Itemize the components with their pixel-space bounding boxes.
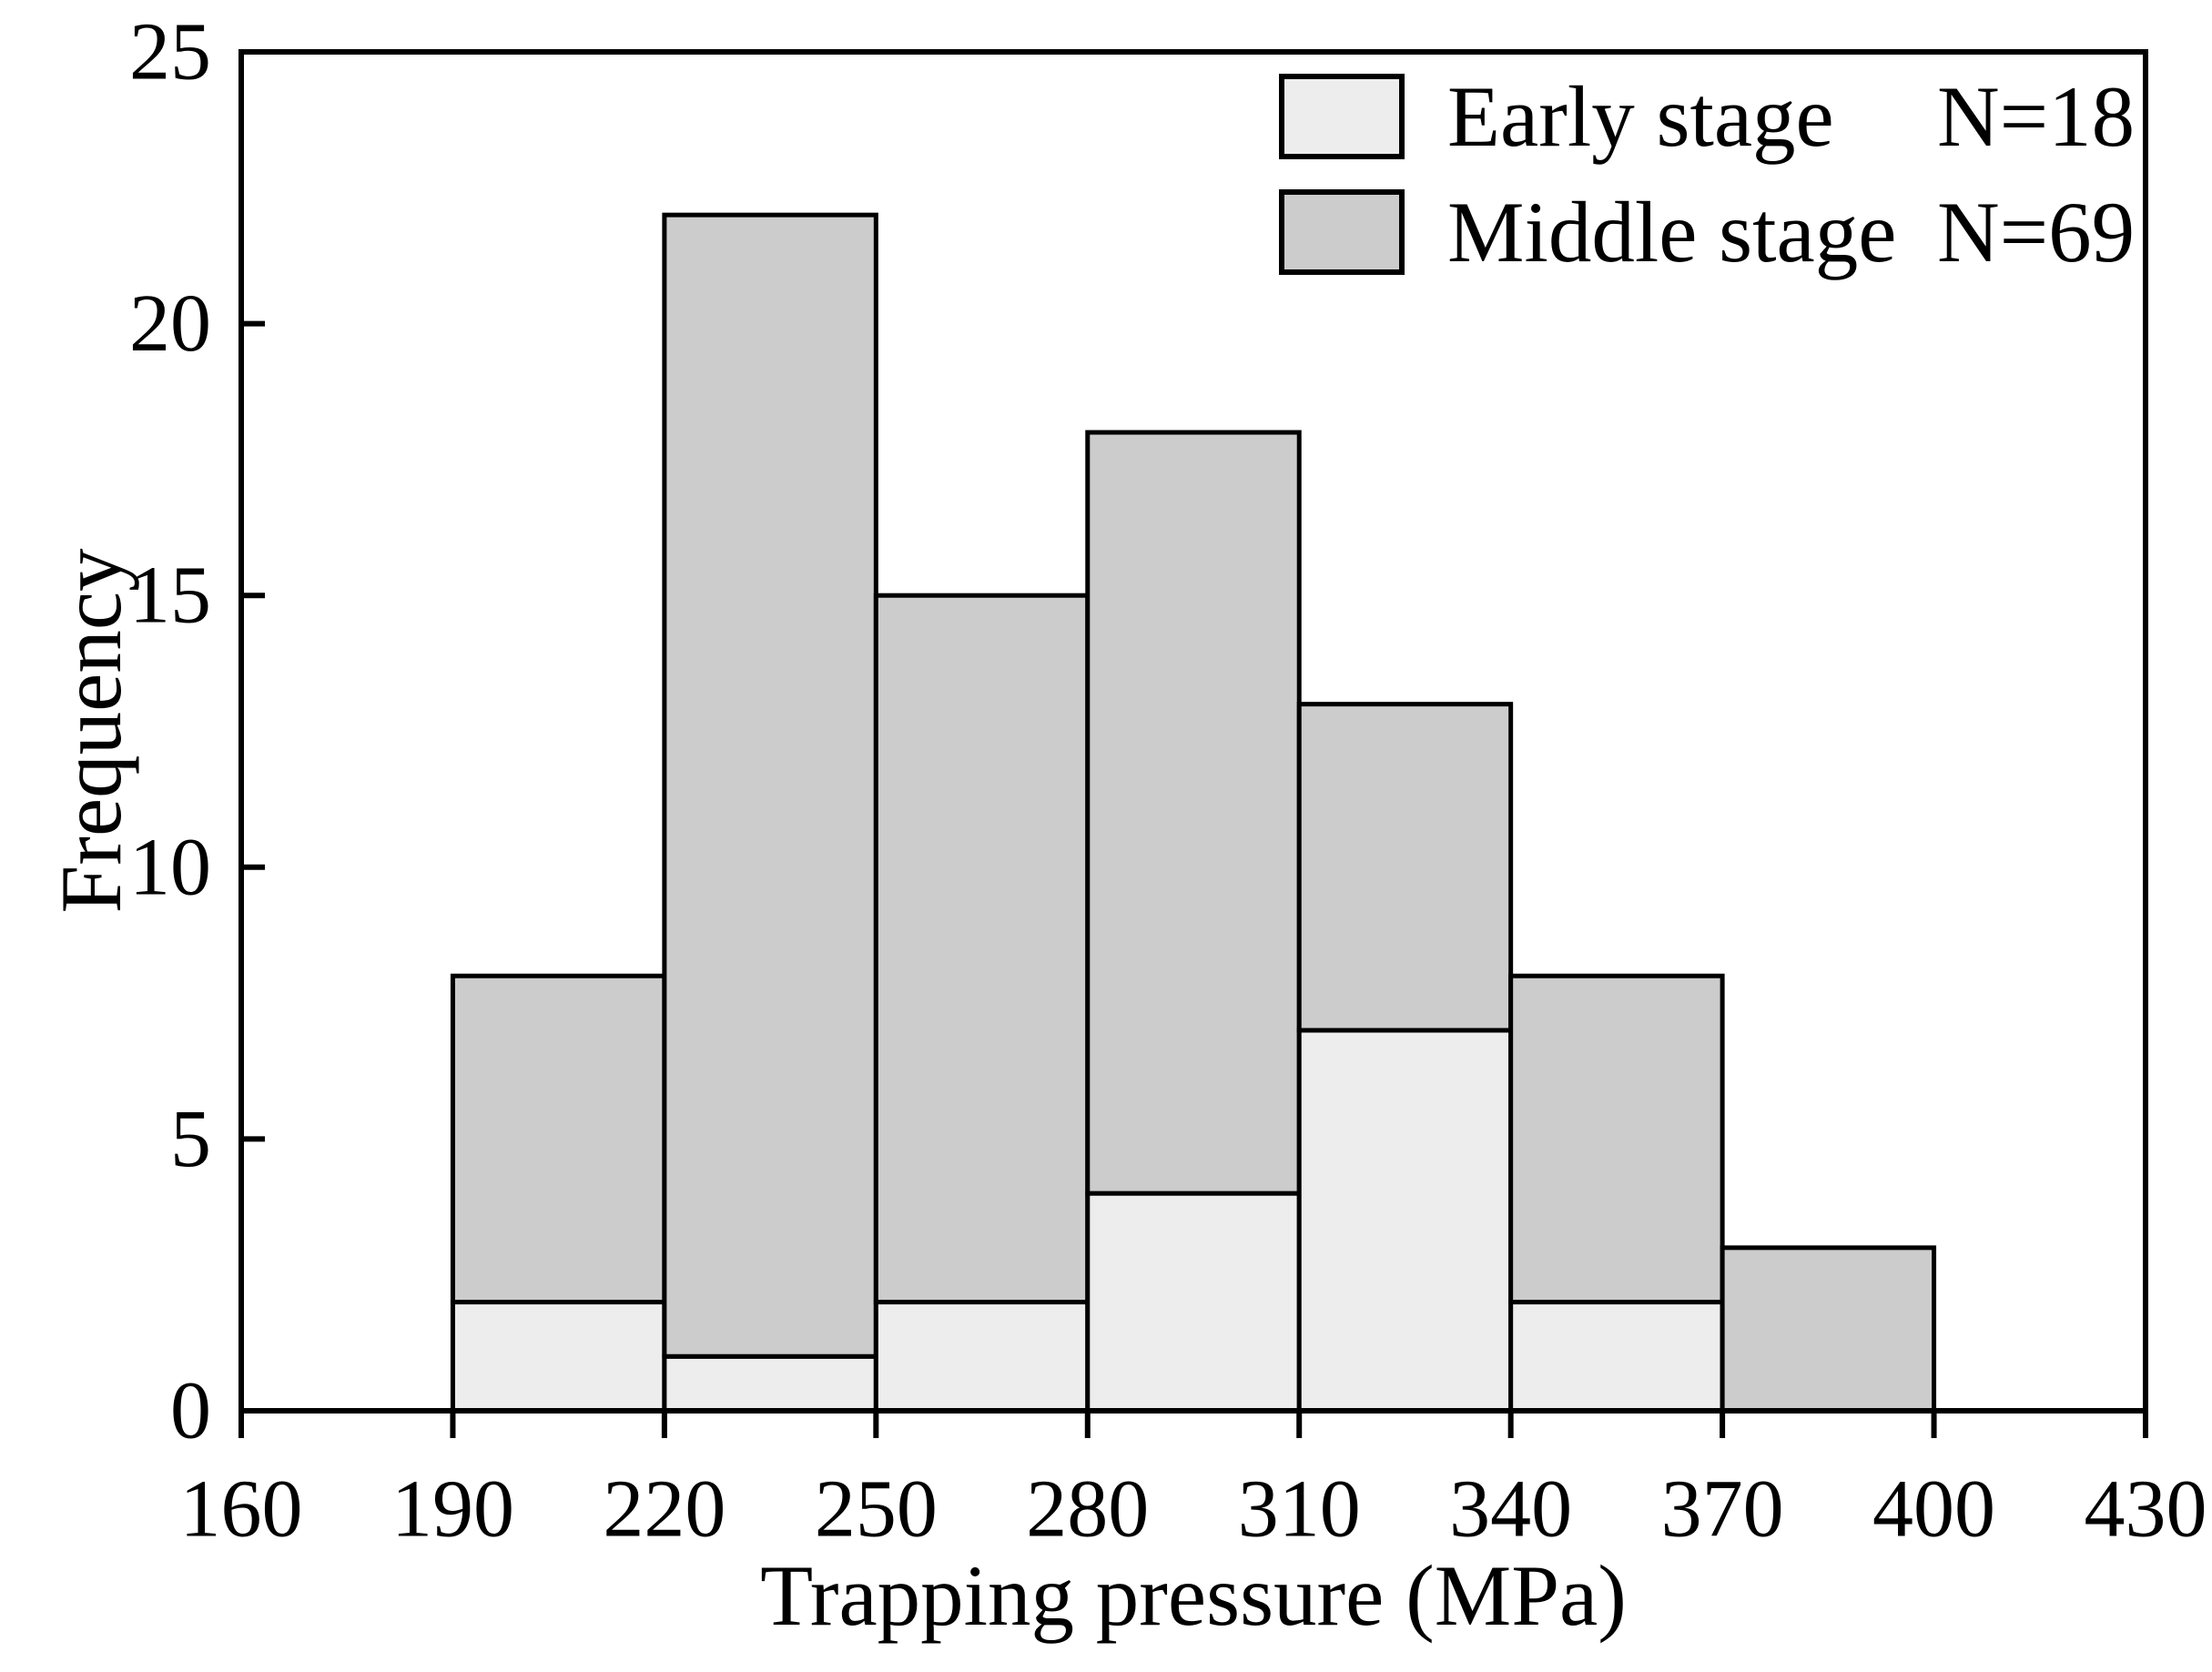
bar-segment-early-stage [873,1300,1091,1414]
bar-segment-early-stage [450,1300,667,1414]
bar-segment-middle-stage [873,593,1091,1305]
x-tick-label: 190 [391,1464,514,1555]
x-tick-label: 220 [603,1464,725,1555]
x-tick-label: 400 [1872,1464,1995,1555]
y-tick-label: 10 [129,822,211,912]
plot-border [238,49,2148,1414]
legend-swatch-early-stage [1279,74,1405,159]
x-tick-label: 370 [1661,1464,1784,1555]
x-tick-label: 160 [180,1464,303,1555]
bar-segment-middle-stage [1296,702,1514,1033]
x-axis-title: Trapping pressure (MPa) [760,1547,1627,1644]
bar-segment-early-stage [1296,1028,1514,1414]
bar-segment-early-stage [1085,1191,1302,1414]
y-tick-label: 15 [129,551,211,641]
y-tick-label: 25 [129,7,211,97]
bar-segment-middle-stage [1508,973,1725,1305]
legend-label-early-stage: Early stage [1447,68,1834,165]
legend-count-middle-stage: N=69 [1937,184,2135,280]
y-tick-label: 5 [170,1094,211,1184]
bar-segment-middle-stage [662,212,878,1359]
legend-count-early-stage: N=18 [1937,68,2135,165]
y-axis-title: Frequency [43,548,139,913]
y-tick-label: 0 [170,1366,211,1456]
bar-segment-middle-stage [1720,1245,1937,1414]
bar-segment-middle-stage [1085,430,1302,1196]
x-tick-label: 310 [1238,1464,1361,1555]
bar-segment-early-stage [662,1353,878,1414]
x-tick-label: 340 [1449,1464,1572,1555]
legend-swatch-middle-stage [1279,189,1405,275]
legend-label-middle-stage: Middle stage [1447,184,1896,280]
x-tick-label: 250 [815,1464,938,1555]
bar-segment-early-stage [1508,1300,1725,1414]
x-tick-label: 280 [1026,1464,1149,1555]
bar-segment-middle-stage [450,973,667,1305]
x-tick-label: 430 [2085,1464,2207,1555]
y-tick-label: 20 [129,279,211,369]
